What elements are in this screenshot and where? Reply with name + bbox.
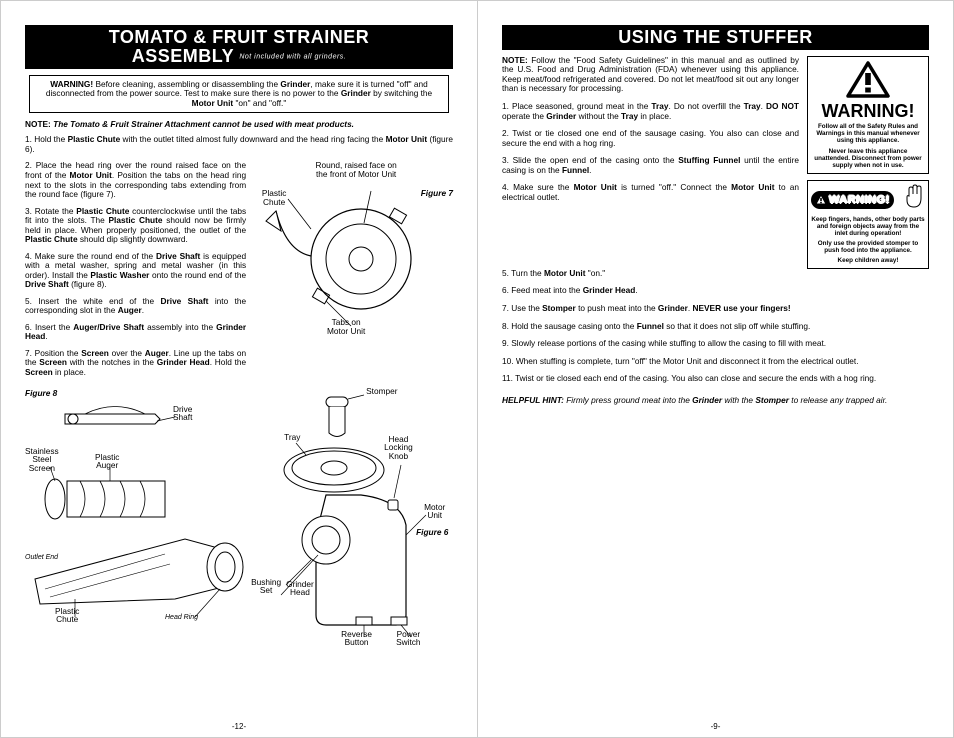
fig6-lbl-fig: Figure 6 (416, 528, 448, 537)
warning-head: WARNING! (812, 101, 924, 122)
r-step11: 11. Twist or tie closed each end of the … (502, 374, 929, 384)
warning2-s2: Only use the provided stomper to push fo… (811, 241, 925, 255)
fig6-lbl-head: HeadLockingKnob (384, 435, 413, 461)
r-step8: 8. Hold the sausage casing onto the Funn… (502, 322, 929, 332)
step-4: 4. Make sure the round end of the Drive … (25, 252, 246, 290)
warning2-header: WARNING! (811, 184, 925, 215)
col-left: 2. Place the head ring over the round ra… (25, 161, 246, 384)
fig7-lbl-fig: Figure 7 (421, 189, 453, 198)
fig6-lbl-reverse: ReverseButton (341, 630, 372, 647)
col-right: Round, raised face onthe front of Motor … (256, 161, 453, 384)
warning1-s1: Follow all of the Safety Rules and Warni… (812, 124, 924, 145)
step-3: 3. Rotate the Plastic Chute counterclock… (25, 207, 246, 245)
step-5: 5. Insert the white end of the Drive Sha… (25, 297, 246, 316)
step-6: 6. Insert the Auger/Drive Shaft assembly… (25, 323, 246, 342)
fig6-lbl-tray: Tray (284, 433, 300, 442)
step-7: 7. Position the Screen over the Auger. L… (25, 349, 246, 378)
page-num-left: -12- (1, 722, 477, 731)
warning-small-triangle-icon (815, 194, 827, 206)
step-1: 1. Hold the Plastic Chute with the outle… (25, 135, 453, 154)
figure-8: Figure 8 DriveShaft StainlessSteelScreen… (25, 389, 256, 624)
right-side: WARNING! Follow all of the Safety Rules … (807, 56, 929, 269)
right-main: NOTE: Follow the "Food Safety Guidelines… (502, 56, 799, 269)
title-bar-left: TOMATO & FRUIT STRAINER ASSEMBLY Not inc… (25, 25, 453, 69)
fig8-lbl-drive: DriveShaft (173, 405, 192, 422)
title-right: USING THE STUFFER (505, 28, 926, 47)
fig6-lbl-motor: MotorUnit (424, 503, 445, 520)
fig8-lbl-ss: StainlessSteelScreen (25, 447, 59, 473)
r-step9: 9. Slowly release portions of the casing… (502, 339, 929, 349)
warning-box: WARNING! Before cleaning, assembling or … (29, 75, 449, 114)
figure-6: Stomper Tray HeadLockingKnob MotorUnit F… (256, 385, 453, 645)
r-hint: HELPFUL HINT: Firmly press ground meat i… (502, 396, 929, 406)
page-num-right: -9- (478, 722, 953, 731)
fig6-lbl-bushing: BushingSet (251, 578, 281, 595)
fig6-lbl-stomper: Stomper (366, 387, 397, 396)
hand-icon (903, 184, 925, 215)
fig8-diagram (25, 389, 255, 624)
warning-panel-2: WARNING! Keep fingers, hands, other body… (807, 180, 929, 269)
r-step2: 2. Twist or tie closed one end of the sa… (502, 129, 799, 148)
fig6-lbl-grinder: GrinderHead (286, 580, 314, 597)
warning2-s1: Keep fingers, hands, other body parts an… (811, 217, 925, 238)
two-col-block: 2. Place the head ring over the round ra… (25, 161, 453, 384)
fig7-lbl-tabs: Tabs onMotor Unit (316, 318, 376, 335)
right-wrap: NOTE: Follow the "Food Safety Guidelines… (502, 56, 929, 269)
figure-7: Round, raised face onthe front of Motor … (256, 161, 453, 341)
bottom-figures: Figure 8 DriveShaft StainlessSteelScreen… (25, 385, 453, 645)
warning-tag: WARNING! (811, 191, 894, 209)
r-step10: 10. When stuffing is complete, turn "off… (502, 357, 929, 367)
r-step4: 4. Make sure the Motor Unit is turned "o… (502, 183, 799, 202)
warning-panel-1: WARNING! Follow all of the Safety Rules … (807, 56, 929, 175)
title-bar-right: USING THE STUFFER (502, 25, 929, 50)
r-step1: 1. Place seasoned, ground meat in the Tr… (502, 102, 799, 121)
title-line2: ASSEMBLY Not included with all grinders. (28, 47, 450, 66)
fig8-lbl-hr: Head Ring (165, 614, 198, 621)
step-2: 2. Place the head ring over the round ra… (25, 161, 246, 199)
note-line: NOTE: The Tomato & Fruit Strainer Attach… (25, 119, 453, 129)
fig8-lbl-fig: Figure 8 (25, 389, 57, 398)
r-step6: 6. Feed meat into the Grinder Head. (502, 286, 929, 296)
title-line1: TOMATO & FRUIT STRAINER (28, 28, 450, 47)
page-left: TOMATO & FRUIT STRAINER ASSEMBLY Not inc… (0, 0, 477, 738)
r-note: NOTE: Follow the "Food Safety Guidelines… (502, 56, 799, 94)
warning2-s3: Keep children away! (811, 258, 925, 265)
page-right: USING THE STUFFER NOTE: Follow the "Food… (477, 0, 954, 738)
fig7-lbl-round: Round, raised face onthe front of Motor … (296, 161, 416, 178)
fig6-lbl-power: PowerSwitch (396, 630, 420, 647)
r-step3: 3. Slide the open end of the casing onto… (502, 156, 799, 175)
r-step5: 5. Turn the Motor Unit "on." (502, 269, 929, 279)
fig7-lbl-plastic: PlasticChute (254, 189, 294, 206)
fig8-lbl-outlet: Outlet End (25, 554, 58, 561)
fig8-lbl-pc: PlasticChute (55, 607, 79, 624)
title-sub: Not included with all grinders. (239, 53, 346, 60)
fig8-lbl-pa: PlasticAuger (95, 453, 119, 470)
r-step7: 7. Use the Stomper to push meat into the… (502, 304, 929, 314)
warning1-s2: Never leave this appliance unattended. D… (812, 149, 924, 170)
warning-triangle-icon (812, 61, 924, 99)
